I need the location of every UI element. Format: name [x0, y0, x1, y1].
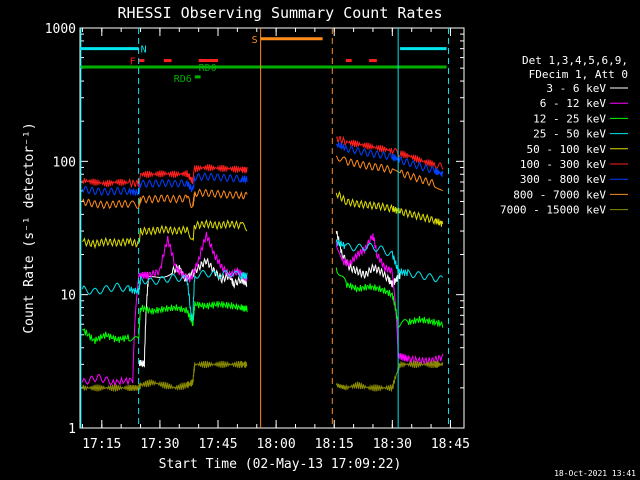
- y-tick-label: 1: [68, 422, 76, 437]
- legend-entry-label: 100 - 300 keV: [520, 158, 606, 171]
- series-line-5: [81, 135, 444, 189]
- vertical-markers: [80, 28, 450, 428]
- series-line-7: [81, 155, 443, 210]
- x-tick-label: 17:45: [198, 437, 237, 452]
- x-tick-label: 18:15: [315, 437, 354, 452]
- x-tick-label: 18:00: [257, 437, 296, 452]
- plot-frame: [79, 27, 465, 429]
- x-tick-label: 18:30: [373, 437, 412, 452]
- flag-label: N: [141, 45, 147, 56]
- series-lines: [81, 135, 444, 392]
- y-tick-label: 10: [60, 289, 76, 304]
- legend-header-line: FDecim 1, Att 0: [529, 68, 628, 81]
- timestamp: 18-Oct-2021 13:41: [554, 469, 636, 478]
- series-line-6: [81, 141, 444, 196]
- legend: Det 1,3,4,5,6,9,FDecim 1, Att 03 - 6 keV…: [500, 54, 628, 217]
- y-tick-label: 100: [53, 155, 76, 170]
- x-tick-label: 17:30: [140, 437, 179, 452]
- chart-title: RHESSI Observing Summary Count Rates: [117, 4, 442, 22]
- x-tick-label: 18:45: [431, 437, 470, 452]
- flag-label: S: [252, 35, 258, 46]
- series-line-2: [82, 267, 444, 344]
- legend-entry-label: 6 - 12 keV: [540, 97, 607, 110]
- y-tick-label: 1000: [45, 22, 76, 37]
- x-tick-label: 17:15: [82, 437, 121, 452]
- flag-label: RD0: [199, 63, 217, 74]
- flag-bars: N S F RD0 RD6: [80, 35, 447, 85]
- series-line-8: [81, 360, 444, 392]
- flag-label: F: [130, 57, 136, 68]
- legend-header-line: Det 1,3,4,5,6,9,: [522, 54, 628, 67]
- x-axis-label: Start Time (02-May-13 17:09:22): [159, 457, 402, 472]
- legend-entry-label: 50 - 100 keV: [527, 143, 607, 156]
- legend-entry-label: 3 - 6 keV: [546, 82, 606, 95]
- series-line-3: [81, 239, 444, 322]
- legend-entry-label: 800 - 7000 keV: [513, 188, 606, 201]
- legend-entry-label: 25 - 50 keV: [533, 128, 606, 141]
- flag-label: RD6: [174, 74, 192, 85]
- series-line-4: [82, 190, 444, 250]
- legend-entry-label: 12 - 25 keV: [533, 112, 606, 125]
- legend-entry-label: 300 - 800 keV: [520, 173, 606, 186]
- legend-entry-label: 7000 - 15000 keV: [500, 204, 606, 217]
- y-axis-label: Count Rate (s⁻¹ detector⁻¹): [22, 122, 37, 333]
